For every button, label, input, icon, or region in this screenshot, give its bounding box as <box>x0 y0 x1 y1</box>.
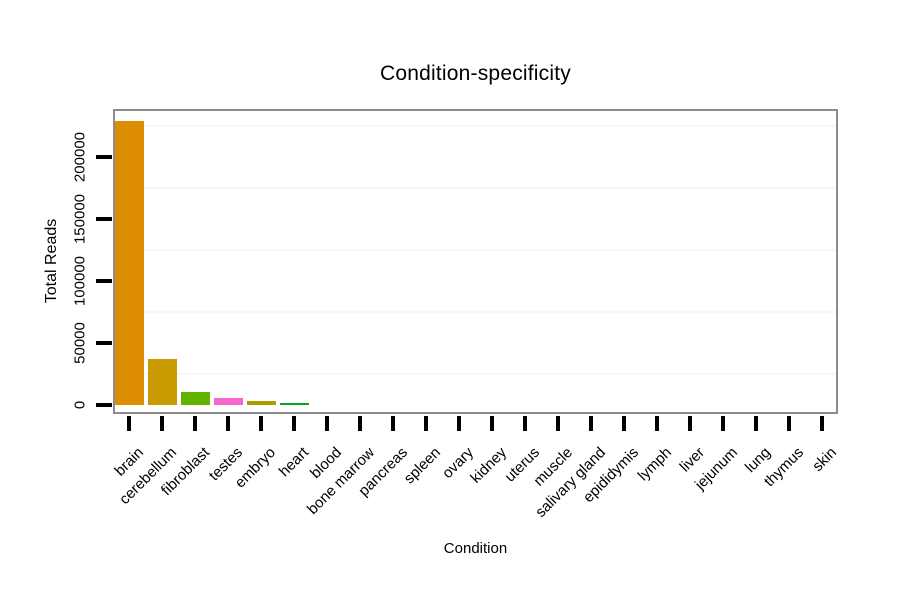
x-tick <box>259 416 264 431</box>
x-tick <box>489 416 494 431</box>
y-tick-label: 150000 <box>71 193 89 245</box>
y-tick <box>96 341 112 345</box>
x-tick <box>160 416 165 431</box>
bar-cerebellum <box>147 359 177 405</box>
bar-embryo <box>246 401 276 405</box>
x-tick <box>522 416 527 431</box>
x-tick <box>588 416 593 431</box>
y-tick-label: 50000 <box>71 322 89 364</box>
x-axis-title: Condition <box>443 540 508 557</box>
x-tick <box>292 416 297 431</box>
x-tick <box>720 416 725 431</box>
y-tick <box>96 217 112 221</box>
bar-brain <box>114 121 144 405</box>
x-tick <box>424 416 429 431</box>
bar-testes <box>213 398 243 405</box>
x-tick <box>621 416 626 431</box>
y-tick-label: 200000 <box>71 131 89 183</box>
x-tick <box>193 416 198 431</box>
minor-gridline <box>115 187 836 189</box>
y-tick <box>96 403 112 407</box>
x-tick <box>753 416 758 431</box>
minor-gridline <box>115 249 836 251</box>
x-tick <box>819 416 824 431</box>
plot-frame <box>113 109 838 414</box>
y-tick <box>96 155 112 159</box>
bar-heart <box>279 403 309 405</box>
x-tick <box>555 416 560 431</box>
y-tick <box>96 279 112 283</box>
y-tick-label: 0 <box>71 400 89 410</box>
minor-gridline <box>115 373 836 375</box>
y-axis-title: Total Reads <box>43 218 60 304</box>
minor-gridline <box>115 125 836 127</box>
x-tick <box>687 416 692 431</box>
bar-fibroblast <box>180 391 210 405</box>
x-tick <box>457 416 462 431</box>
x-tick <box>654 416 659 431</box>
x-tick <box>786 416 791 431</box>
minor-gridline <box>115 311 836 313</box>
x-tick <box>226 416 231 431</box>
x-tick <box>325 416 330 431</box>
x-tick <box>127 416 132 431</box>
y-tick-label: 100000 <box>71 255 89 307</box>
chart-title: Condition-specificity <box>380 62 571 85</box>
x-tick <box>391 416 396 431</box>
x-tick <box>358 416 363 431</box>
